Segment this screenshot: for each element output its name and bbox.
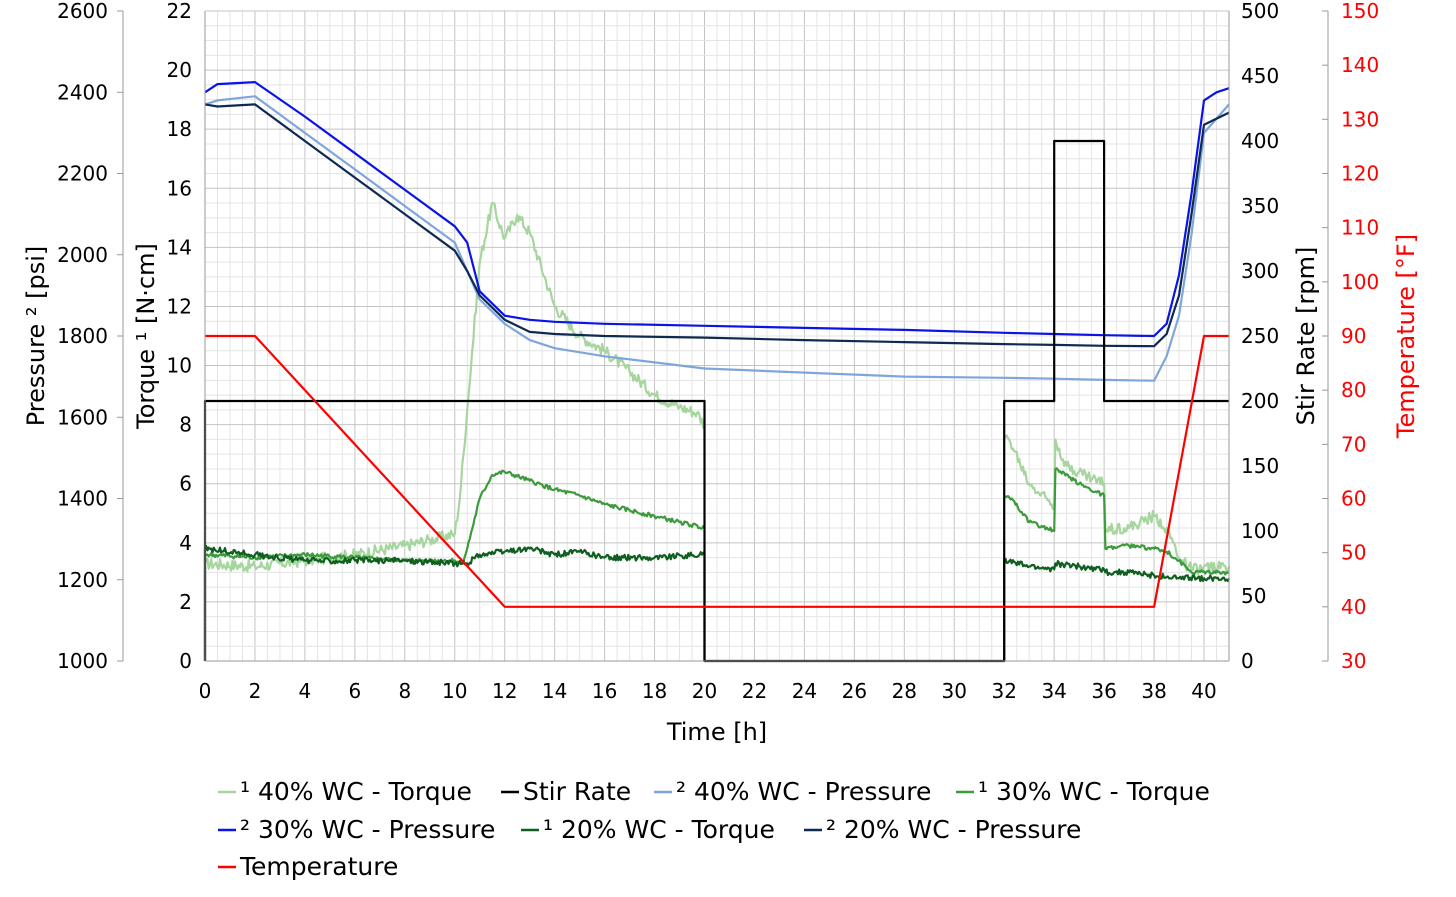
temperature-tick-label: 70 [1341,432,1366,456]
temperature-tick-label: 150 [1341,0,1379,23]
series-line-40-wc-torque [1003,434,1231,576]
stir-rate-axis-title: Stir Rate [rpm] [1292,247,1320,426]
plot-grid [204,10,1230,662]
x-tick-label: 22 [742,679,767,703]
pressure-tick-label: 2200 [57,162,108,186]
temperature-tick-label: 130 [1341,107,1379,131]
pressure-tick-label: 1200 [57,568,108,592]
series-line-30-wc-torque [1003,467,1230,576]
series-line-40-wc-pressure [204,95,1230,382]
x-tick-label: 28 [892,679,917,703]
torque-tick-label: 16 [167,176,192,200]
stir-rate-tick-label: 50 [1241,584,1266,608]
x-tick-label: 8 [398,679,411,703]
temperature-tick-label: 60 [1341,487,1366,511]
x-tick-label: 6 [348,679,361,703]
legend-label: ¹ 40% WC - Torque [240,777,472,806]
series-line-20-wc-pressure [204,103,1230,348]
temperature-tick-label: 110 [1341,216,1379,240]
x-tick-label: 2 [249,679,262,703]
legend: ¹ 40% WC - Torque Stir Rate ² 40% WC - Pre… [218,777,1210,881]
torque-tick-label: 12 [167,294,192,318]
x-tick-label: 16 [592,679,617,703]
x-tick-label: 36 [1091,679,1116,703]
x-tick-label: 26 [842,679,867,703]
stir-rate-tick-label: 400 [1241,129,1279,153]
pressure-tick-label: 1400 [57,487,108,511]
pressure-tick-label: 1000 [57,649,108,673]
series-line-stir-rate [203,139,1229,663]
torque-tick-label: 20 [167,58,192,82]
legend-label: ² 20% WC - Pressure [826,815,1081,844]
x-tick-label: 10 [442,679,467,703]
legend-label: Temperature [239,852,398,881]
x-tick-label: 18 [642,679,667,703]
x-tick-label: 38 [1141,679,1166,703]
legend-label: Stir Rate [523,777,631,806]
x-tick-label: 32 [991,679,1016,703]
torque-tick-label: 10 [167,354,192,378]
temperature-axis-title: Temperature [°F] [1392,234,1420,439]
stir-rate-tick-label: 250 [1241,324,1279,348]
stir-rate-tick-label: 450 [1241,64,1279,88]
torque-tick-label: 0 [179,649,192,673]
stir-rate-tick-label: 100 [1241,519,1279,543]
pressure-tick-label: 2600 [57,0,108,23]
x-tick-label: 12 [492,679,517,703]
torque-tick-label: 2 [179,590,192,614]
temperature-tick-label: 30 [1341,649,1366,673]
pressure-tick-label: 1800 [57,324,108,348]
series-line-20-wc-torque [203,544,706,661]
torque-tick-label: 4 [179,531,192,555]
temperature-tick-label: 40 [1341,595,1366,619]
x-tick-label: 30 [942,679,967,703]
torque-tick-label: 22 [167,0,192,23]
stir-rate-tick-label: 300 [1241,259,1279,283]
legend-label: ² 30% WC - Pressure [240,815,495,844]
legend-label: ¹ 30% WC - Torque [978,777,1210,806]
legend-label: ¹ 20% WC - Torque [543,815,775,844]
x-tick-label: 4 [299,679,312,703]
pressure-tick-label: 1600 [57,405,108,429]
x-tick-label: 40 [1191,679,1216,703]
series-line-temperature [205,334,1229,608]
x-tick-label: 0 [199,679,212,703]
x-axis-title: Time [h] [666,718,767,746]
axis-ticks: 0 2 4 6 8 10 12 14 16 18 20 22 24 26 28 30 32 34 36 38 40100… [57,0,1379,703]
temperature-tick-label: 140 [1341,53,1379,77]
x-tick-label: 14 [542,679,567,703]
x-tick-label: 24 [792,679,817,703]
legend-label: ² 40% WC - Pressure [676,777,931,806]
pressure-tick-label: 2400 [57,80,108,104]
torque-axis-title: Torque ¹ [N·cm] [132,243,160,430]
torque-tick-label: 6 [179,472,192,496]
series-line-40-wc-torque [203,201,706,573]
pressure-tick-label: 2000 [57,243,108,267]
torque-tick-label: 14 [167,235,192,259]
temperature-tick-label: 90 [1341,324,1366,348]
stir-rate-tick-label: 200 [1241,389,1279,413]
torque-tick-label: 18 [167,117,192,141]
series-line-30-wc-pressure [204,81,1230,338]
torque-tick-label: 8 [179,413,192,437]
x-tick-label: 34 [1041,679,1066,703]
stir-rate-tick-label: 500 [1241,0,1279,23]
series-line-20-wc-torque [1003,557,1231,661]
temperature-tick-label: 80 [1341,378,1366,402]
temperature-tick-label: 50 [1341,541,1366,565]
stir-rate-tick-label: 0 [1241,649,1254,673]
stir-rate-tick-label: 350 [1241,194,1279,218]
chart-series [203,81,1231,663]
x-tick-label: 20 [692,679,717,703]
pressure-axis-title: Pressure ² [psi] [22,246,50,427]
stir-rate-tick-label: 150 [1241,454,1279,478]
temperature-tick-label: 100 [1341,270,1379,294]
temperature-tick-label: 120 [1341,162,1379,186]
